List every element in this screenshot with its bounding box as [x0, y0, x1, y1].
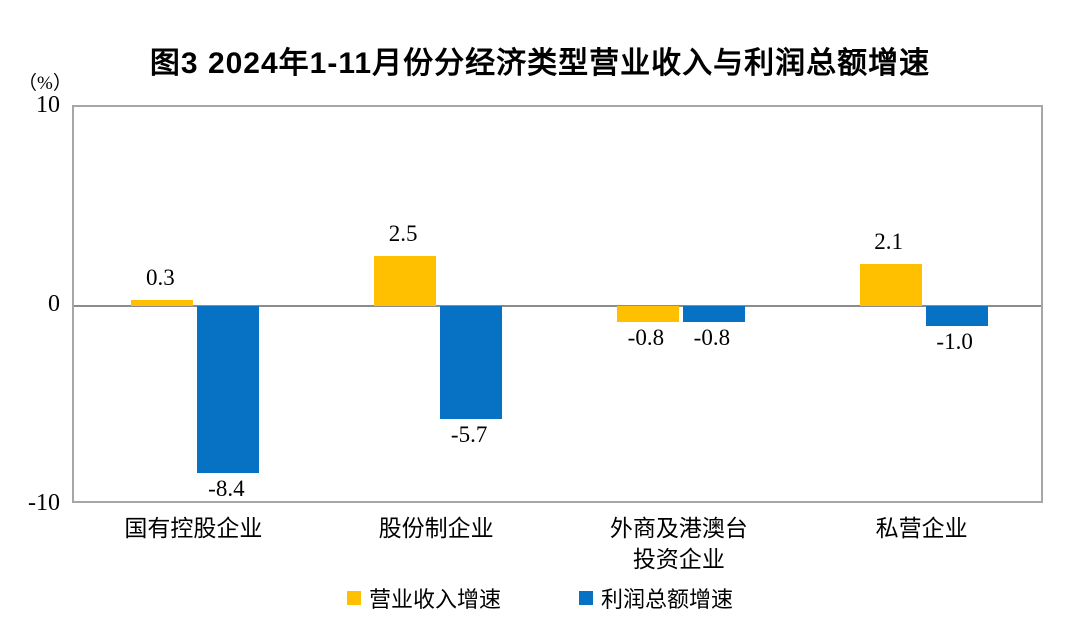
chart-title: 图3 2024年1-11月份分经济类型营业收入与利润总额增速	[149, 47, 931, 80]
bar-data-label: -1.0	[936, 328, 973, 354]
plot-area	[72, 105, 1043, 503]
bar-data-label: 0.3	[146, 265, 175, 291]
y-tick-label: -10	[28, 490, 60, 516]
bar-revenue-group1	[131, 300, 194, 306]
bar-data-label: -5.7	[450, 422, 488, 448]
x-category-label: 股份制企业	[378, 516, 494, 541]
legend: 营业收入增速 利润总额增速	[0, 582, 1080, 614]
y-axis-unit-label: （%）	[18, 73, 72, 94]
bar-data-label: -8.4	[208, 476, 245, 502]
bar-data-label: 2.5	[388, 221, 418, 247]
bar-profit-group4	[925, 306, 988, 326]
bar-data-label: 2.1	[874, 229, 903, 255]
zero-gridline	[74, 305, 1041, 307]
y-tick-label: 10	[36, 92, 60, 118]
bar-revenue-group2	[374, 256, 437, 306]
bar-profit-group2	[440, 306, 503, 420]
x-category-label: 国有控股企业	[124, 516, 263, 541]
bar-data-label: -0.8	[627, 324, 665, 350]
y-tick-label: 0	[48, 291, 60, 317]
legend-item-revenue: 营业收入增速	[346, 582, 501, 614]
legend-label: 营业收入增速	[368, 587, 501, 612]
bar-profit-group1	[197, 306, 260, 474]
bar-revenue-group4	[859, 264, 922, 306]
bar-profit-group3	[682, 306, 745, 322]
x-category-label: 外商及港澳台 投资企业	[609, 516, 748, 572]
x-category-label: 私营企业	[875, 516, 968, 541]
legend-swatch-icon	[346, 591, 361, 605]
bar-revenue-group3	[616, 306, 679, 322]
legend-label: 利润总额增速	[601, 587, 734, 612]
bar-data-label: -0.8	[693, 324, 731, 350]
legend-item-profit: 利润总额增速	[579, 582, 733, 614]
legend-swatch-icon	[579, 591, 593, 605]
